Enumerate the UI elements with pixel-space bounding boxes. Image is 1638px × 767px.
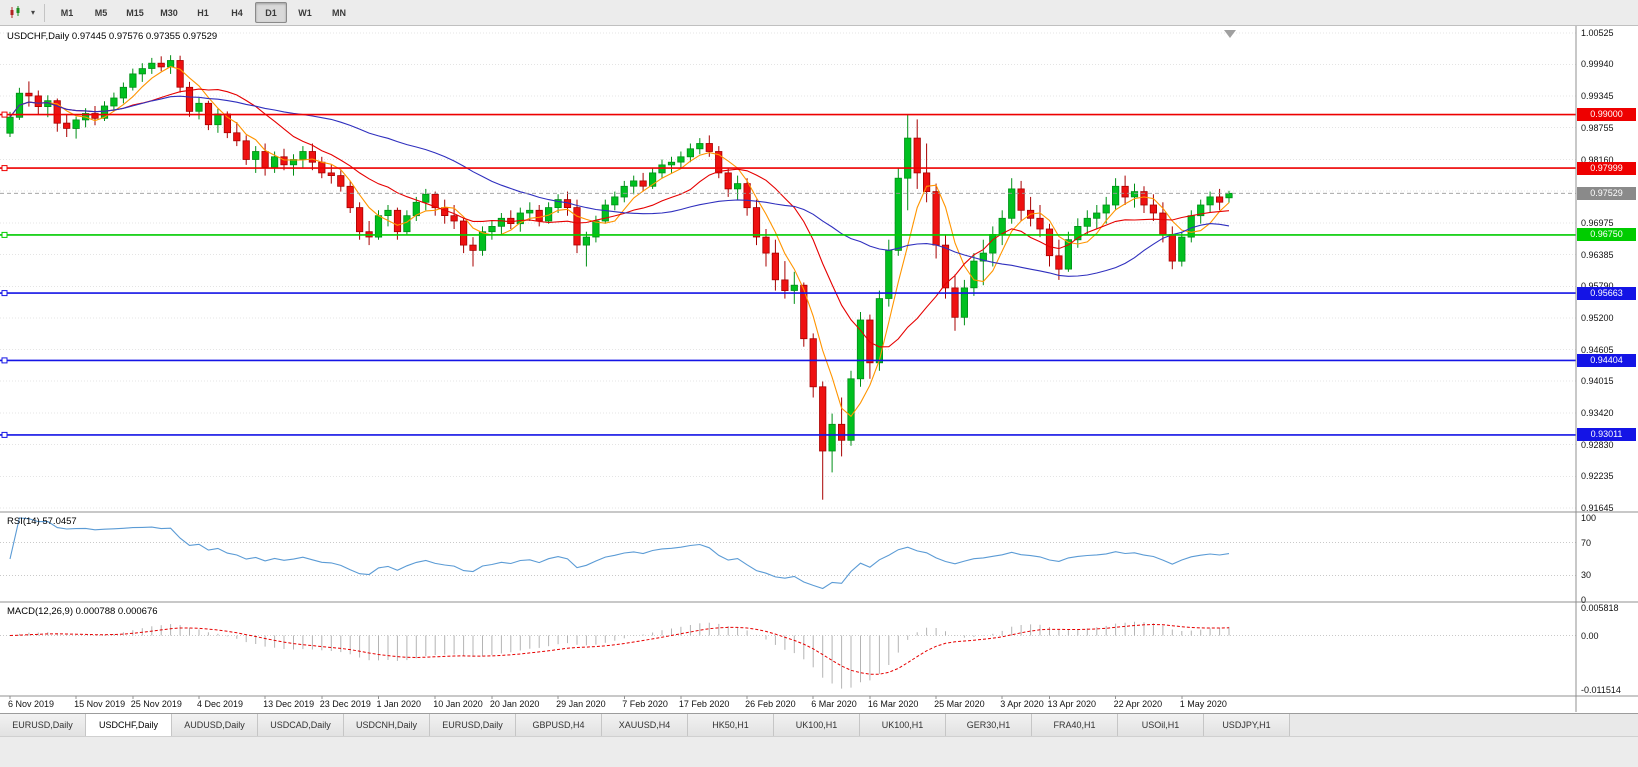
rsi-header: RSI(14) 57.0457	[7, 516, 77, 527]
horizontal-line[interactable]	[0, 165, 1576, 172]
timeframe-button-m1[interactable]: M1	[60, 7, 74, 18]
chart-tab-usdchf-daily[interactable]: USDCHF,Daily	[86, 714, 172, 736]
timeframe-button-d1[interactable]: D1	[255, 2, 287, 23]
chart-tab-usdjpy-h1[interactable]: USDJPY,H1	[1204, 714, 1290, 736]
chart-tab-gbpusd-h4[interactable]: GBPUSD,H4	[516, 714, 602, 736]
chart-tab-audusd-daily[interactable]: AUDUSD,Daily	[172, 714, 258, 736]
timeframe-button-h1[interactable]: H1	[197, 7, 209, 18]
ma-slow-line	[9, 95, 1230, 277]
chart-tab-eurusd-daily[interactable]: EURUSD,Daily	[0, 714, 86, 736]
chart-symbol-header: USDCHF,Daily 0.97445 0.97576 0.97355 0.9…	[7, 31, 218, 42]
time-axis[interactable]	[0, 697, 1576, 712]
macd-header: MACD(12,26,9) 0.000788 0.000676	[7, 606, 158, 617]
chart-tabs-bar: EURUSD,Daily USDCHF,Daily AUDUSD,Daily USDC…	[0, 713, 1638, 736]
chart-tab-xauusd-h4[interactable]: XAUUSD,H4	[602, 714, 688, 736]
timeframe-button-m15[interactable]: M15	[126, 7, 144, 18]
chart-tab-usdcnh-daily[interactable]: USDCNH,Daily	[344, 714, 430, 736]
timeframe-group: M1 M5 M15 M30 H1 H4 D1 W1 MN	[50, 2, 356, 23]
ma-fast-line	[9, 66, 1230, 418]
chart-tab-eurusd-daily[interactable]: EURUSD,Daily	[430, 714, 516, 736]
chart-type-button[interactable]	[3, 3, 27, 23]
price-axis[interactable]	[1577, 26, 1638, 712]
chart-type-icon	[8, 6, 22, 19]
timeframe-button-h4[interactable]: H4	[231, 7, 243, 18]
timeframe-button-m30[interactable]: M30	[160, 7, 178, 18]
chart-tab-ger30-h1[interactable]: GER30,H1	[946, 714, 1032, 736]
chart-type-dropdown-caret-icon[interactable]: ▾	[30, 8, 35, 17]
macd-histogram	[18, 621, 1230, 689]
chart-tab-usoil-h1[interactable]: USOil,H1	[1118, 714, 1204, 736]
timeframe-toolbar: ▾ M1 M5 M15 M30 H1 H4 D1 W1 MN	[0, 0, 1638, 26]
chart-tab-hk50-h1[interactable]: HK50,H1	[688, 714, 774, 736]
chart-tab-usdcad-daily[interactable]: USDCAD,Daily	[258, 714, 344, 736]
chart-shift-marker-icon[interactable]	[1224, 30, 1236, 38]
chart-tab-fra40-h1[interactable]: FRA40,H1	[1032, 714, 1118, 736]
timeframe-button-w1[interactable]: W1	[298, 7, 312, 18]
status-bar	[0, 736, 1638, 767]
timeframe-button-mn[interactable]: MN	[332, 7, 346, 18]
macd-signal-line	[9, 623, 1230, 675]
candles-layer	[6, 55, 1233, 500]
timeframe-button-m5[interactable]: M5	[94, 7, 108, 18]
ma-mid-line	[9, 88, 1230, 348]
horizontal-line[interactable]	[0, 357, 1576, 364]
rsi-line	[9, 517, 1230, 590]
horizontal-line[interactable]	[0, 111, 1576, 118]
horizontal-line[interactable]	[0, 431, 1576, 438]
toolbar-separator	[44, 3, 45, 22]
chart-tab-uk100-h1[interactable]: UK100,H1	[774, 714, 860, 736]
horizontal-line[interactable]	[0, 290, 1576, 297]
horizontal-line[interactable]	[0, 231, 1576, 238]
chart-tab-uk100-h1[interactable]: UK100,H1	[860, 714, 946, 736]
